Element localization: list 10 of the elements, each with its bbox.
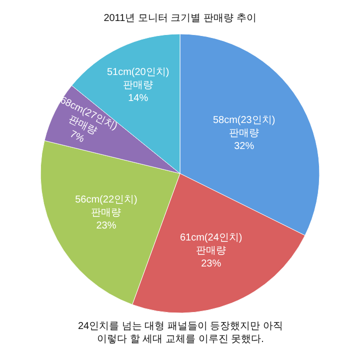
- text: 24인치를 넘는 대형 패널들이 등장했지만 아직 이렇다 할 세대 교체를 이루진 못했다.: [78, 321, 284, 345]
- slice-label: 51cm(20인치) 판매량: [106, 66, 170, 91]
- slice-label: 58cm(23인치) 판매량: [212, 115, 276, 140]
- data-label: 14%: [128, 92, 148, 104]
- slice-label: 56cm(22인치) 판매량: [75, 194, 138, 219]
- data-label: 23%: [201, 258, 222, 270]
- data-label: 23%: [96, 220, 116, 232]
- data-label: 32%: [234, 141, 254, 152]
- slice-label: 61cm(24인치) 판매량: [180, 232, 242, 257]
- chart-title: 2011년 모니터 크기별 판매량 추이: [104, 12, 256, 24]
